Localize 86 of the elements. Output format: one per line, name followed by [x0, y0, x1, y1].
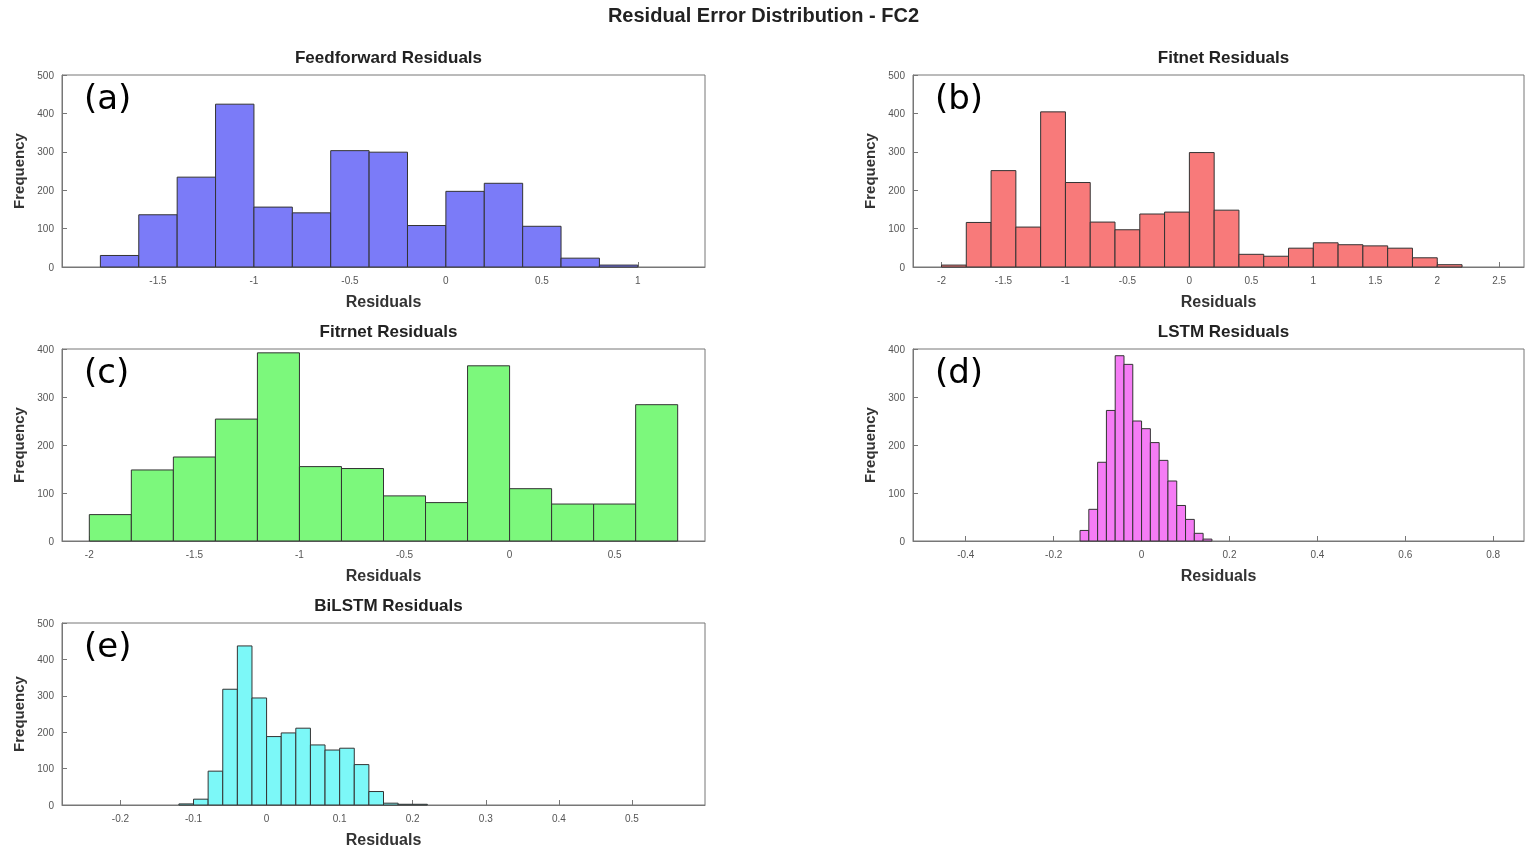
y-axis-title: Frequency [861, 406, 878, 483]
annotation: (c) [84, 351, 130, 391]
y-tick-label: 200 [37, 726, 55, 738]
chart-title: LSTM Residuals [1157, 322, 1290, 341]
y-tick-label: 300 [37, 690, 55, 702]
x-tick-label: 0.5 [1244, 274, 1259, 286]
x-tick-label: -0.1 [184, 812, 203, 824]
text: Residual Error Distribution - FC2 [606, 4, 921, 27]
x-tick-label: 1.5 [1368, 274, 1383, 286]
x-tick-label: 0 [1138, 548, 1145, 560]
annotation: (e) [84, 625, 132, 665]
y-axis-title: Frequency [10, 675, 27, 752]
x-axis-title: Residuals [345, 292, 422, 310]
x-tick-label: 0 [263, 812, 270, 824]
chart-title: BiLSTM Residuals [314, 596, 463, 615]
y-axis-title: Frequency [861, 132, 878, 209]
y-tick-label: 100 [37, 763, 55, 775]
chart-title: Feedforward Residuals [294, 48, 483, 67]
y-tick-label: 0 [899, 535, 906, 547]
x-axis-title: Residuals [345, 830, 422, 848]
y-tick-label: 500 [37, 69, 55, 81]
y-axis-title: Frequency [10, 132, 27, 209]
y-tick-label: 100 [37, 223, 55, 235]
x-tick-label: 0.5 [607, 548, 623, 560]
y-tick-label: 300 [37, 146, 55, 158]
x-tick-label: 0.5 [534, 274, 550, 286]
y-tick-label: 400 [888, 343, 906, 355]
x-tick-label: -0.5 [1118, 274, 1137, 286]
x-axis-title: Residuals [345, 566, 422, 584]
y-tick-label: 400 [37, 653, 55, 665]
y-tick-label: 200 [888, 184, 906, 196]
x-tick-label: 0.4 [551, 812, 567, 824]
y-tick-label: 100 [37, 487, 55, 499]
y-tick-label: 0 [899, 261, 906, 273]
chart-title: Fitrnet Residuals [319, 322, 458, 341]
annotation: (b) [935, 77, 984, 117]
annotation: (a) [84, 77, 132, 117]
x-tick-label: 0.1 [332, 812, 348, 824]
x-tick-label: 0 [1186, 274, 1193, 286]
y-tick-label: 100 [888, 487, 906, 499]
x-tick-label: 0.5 [624, 812, 640, 824]
x-tick-label: 0.2 [405, 812, 421, 824]
x-tick-label: -1 [294, 548, 305, 560]
x-tick-label: -2 [937, 274, 947, 286]
y-tick-label: 0 [48, 261, 55, 273]
y-tick-label: 400 [37, 343, 55, 355]
x-tick-label: 0.2 [1222, 548, 1237, 560]
x-tick-label: -1.5 [149, 274, 168, 286]
x-tick-label: -0.2 [111, 812, 130, 824]
y-tick-label: 0 [48, 799, 55, 811]
x-tick-label: 2.5 [1492, 274, 1507, 286]
x-tick-label: 0 [443, 274, 450, 286]
y-tick-label: 100 [888, 223, 906, 235]
x-tick-label: -0.5 [395, 548, 414, 560]
x-tick-label: 0.3 [478, 812, 494, 824]
y-tick-label: 500 [888, 69, 906, 81]
y-axis-title: Frequency [10, 406, 27, 483]
x-tick-label: -1.5 [185, 548, 204, 560]
x-axis-title: Residuals [1180, 292, 1257, 310]
x-tick-label: -1.5 [994, 274, 1013, 286]
y-tick-label: 300 [37, 391, 55, 403]
x-tick-label: 0 [506, 548, 513, 560]
x-tick-label: -0.2 [1045, 548, 1063, 560]
x-tick-label: -2 [84, 548, 95, 560]
y-tick-label: 200 [888, 439, 906, 451]
y-tick-label: 200 [37, 184, 55, 196]
x-tick-label: -0.5 [341, 274, 359, 286]
y-tick-label: 300 [888, 391, 906, 403]
x-tick-label: -1 [249, 274, 259, 286]
x-tick-label: 0.8 [1486, 548, 1501, 560]
y-tick-label: 0 [48, 535, 55, 547]
x-tick-label: 0.4 [1310, 548, 1325, 560]
y-tick-label: 400 [888, 107, 906, 119]
x-tick-label: 1 [635, 274, 642, 286]
chart-title: Fitnet Residuals [1157, 48, 1290, 67]
y-tick-label: 500 [37, 617, 55, 629]
x-tick-label: -1 [1060, 274, 1071, 286]
x-tick-label: 2 [1434, 274, 1441, 286]
y-tick-label: 300 [888, 146, 906, 158]
x-axis-title: Residuals [1180, 566, 1257, 584]
x-tick-label: 1 [1310, 274, 1317, 286]
y-tick-label: 200 [37, 439, 55, 451]
y-tick-label: 400 [37, 107, 55, 119]
x-tick-label: 0.6 [1398, 548, 1413, 560]
annotation: (d) [935, 351, 984, 391]
x-tick-label: -0.4 [957, 548, 975, 560]
